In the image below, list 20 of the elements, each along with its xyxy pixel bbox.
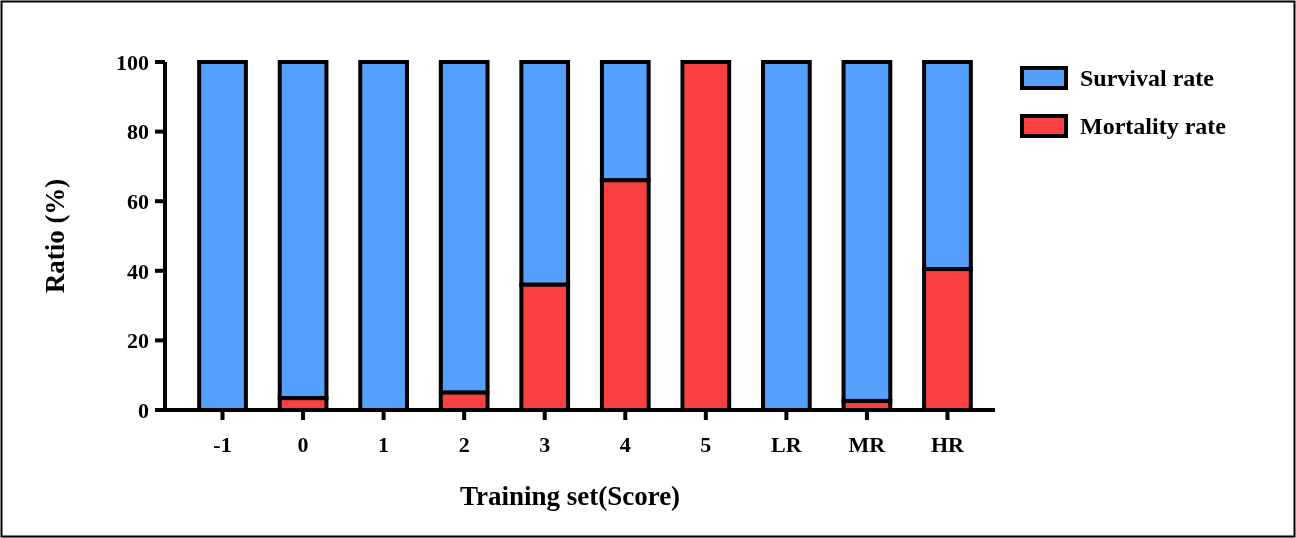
x-tick-label: 1 bbox=[378, 432, 390, 457]
x-tick-label: MR bbox=[848, 432, 887, 457]
y-tick-label: 40 bbox=[127, 258, 149, 284]
y-axis-title: Ratio (%) bbox=[40, 178, 70, 294]
x-tick-label: 2 bbox=[458, 432, 470, 457]
y-tick-label: 80 bbox=[127, 119, 149, 145]
x-tick-label: 4 bbox=[619, 432, 631, 457]
x-tick-label: 0 bbox=[297, 432, 309, 457]
x-tick-label: 5 bbox=[700, 432, 712, 457]
x-axis-title: Training set(Score) bbox=[459, 481, 681, 511]
legend-label: Survival rate bbox=[1080, 65, 1215, 92]
y-tick-label: 20 bbox=[127, 328, 149, 354]
legend-label: Mortality rate bbox=[1080, 113, 1227, 140]
x-tick-label: HR bbox=[930, 432, 966, 457]
y-tick-label: 60 bbox=[127, 188, 149, 214]
x-tick-label: 3 bbox=[539, 432, 551, 457]
x-tick-label: -1 bbox=[213, 432, 232, 457]
x-tick-label: LR bbox=[771, 432, 803, 457]
y-tick-label: 0 bbox=[138, 397, 149, 423]
y-tick-label: 100 bbox=[116, 49, 149, 75]
